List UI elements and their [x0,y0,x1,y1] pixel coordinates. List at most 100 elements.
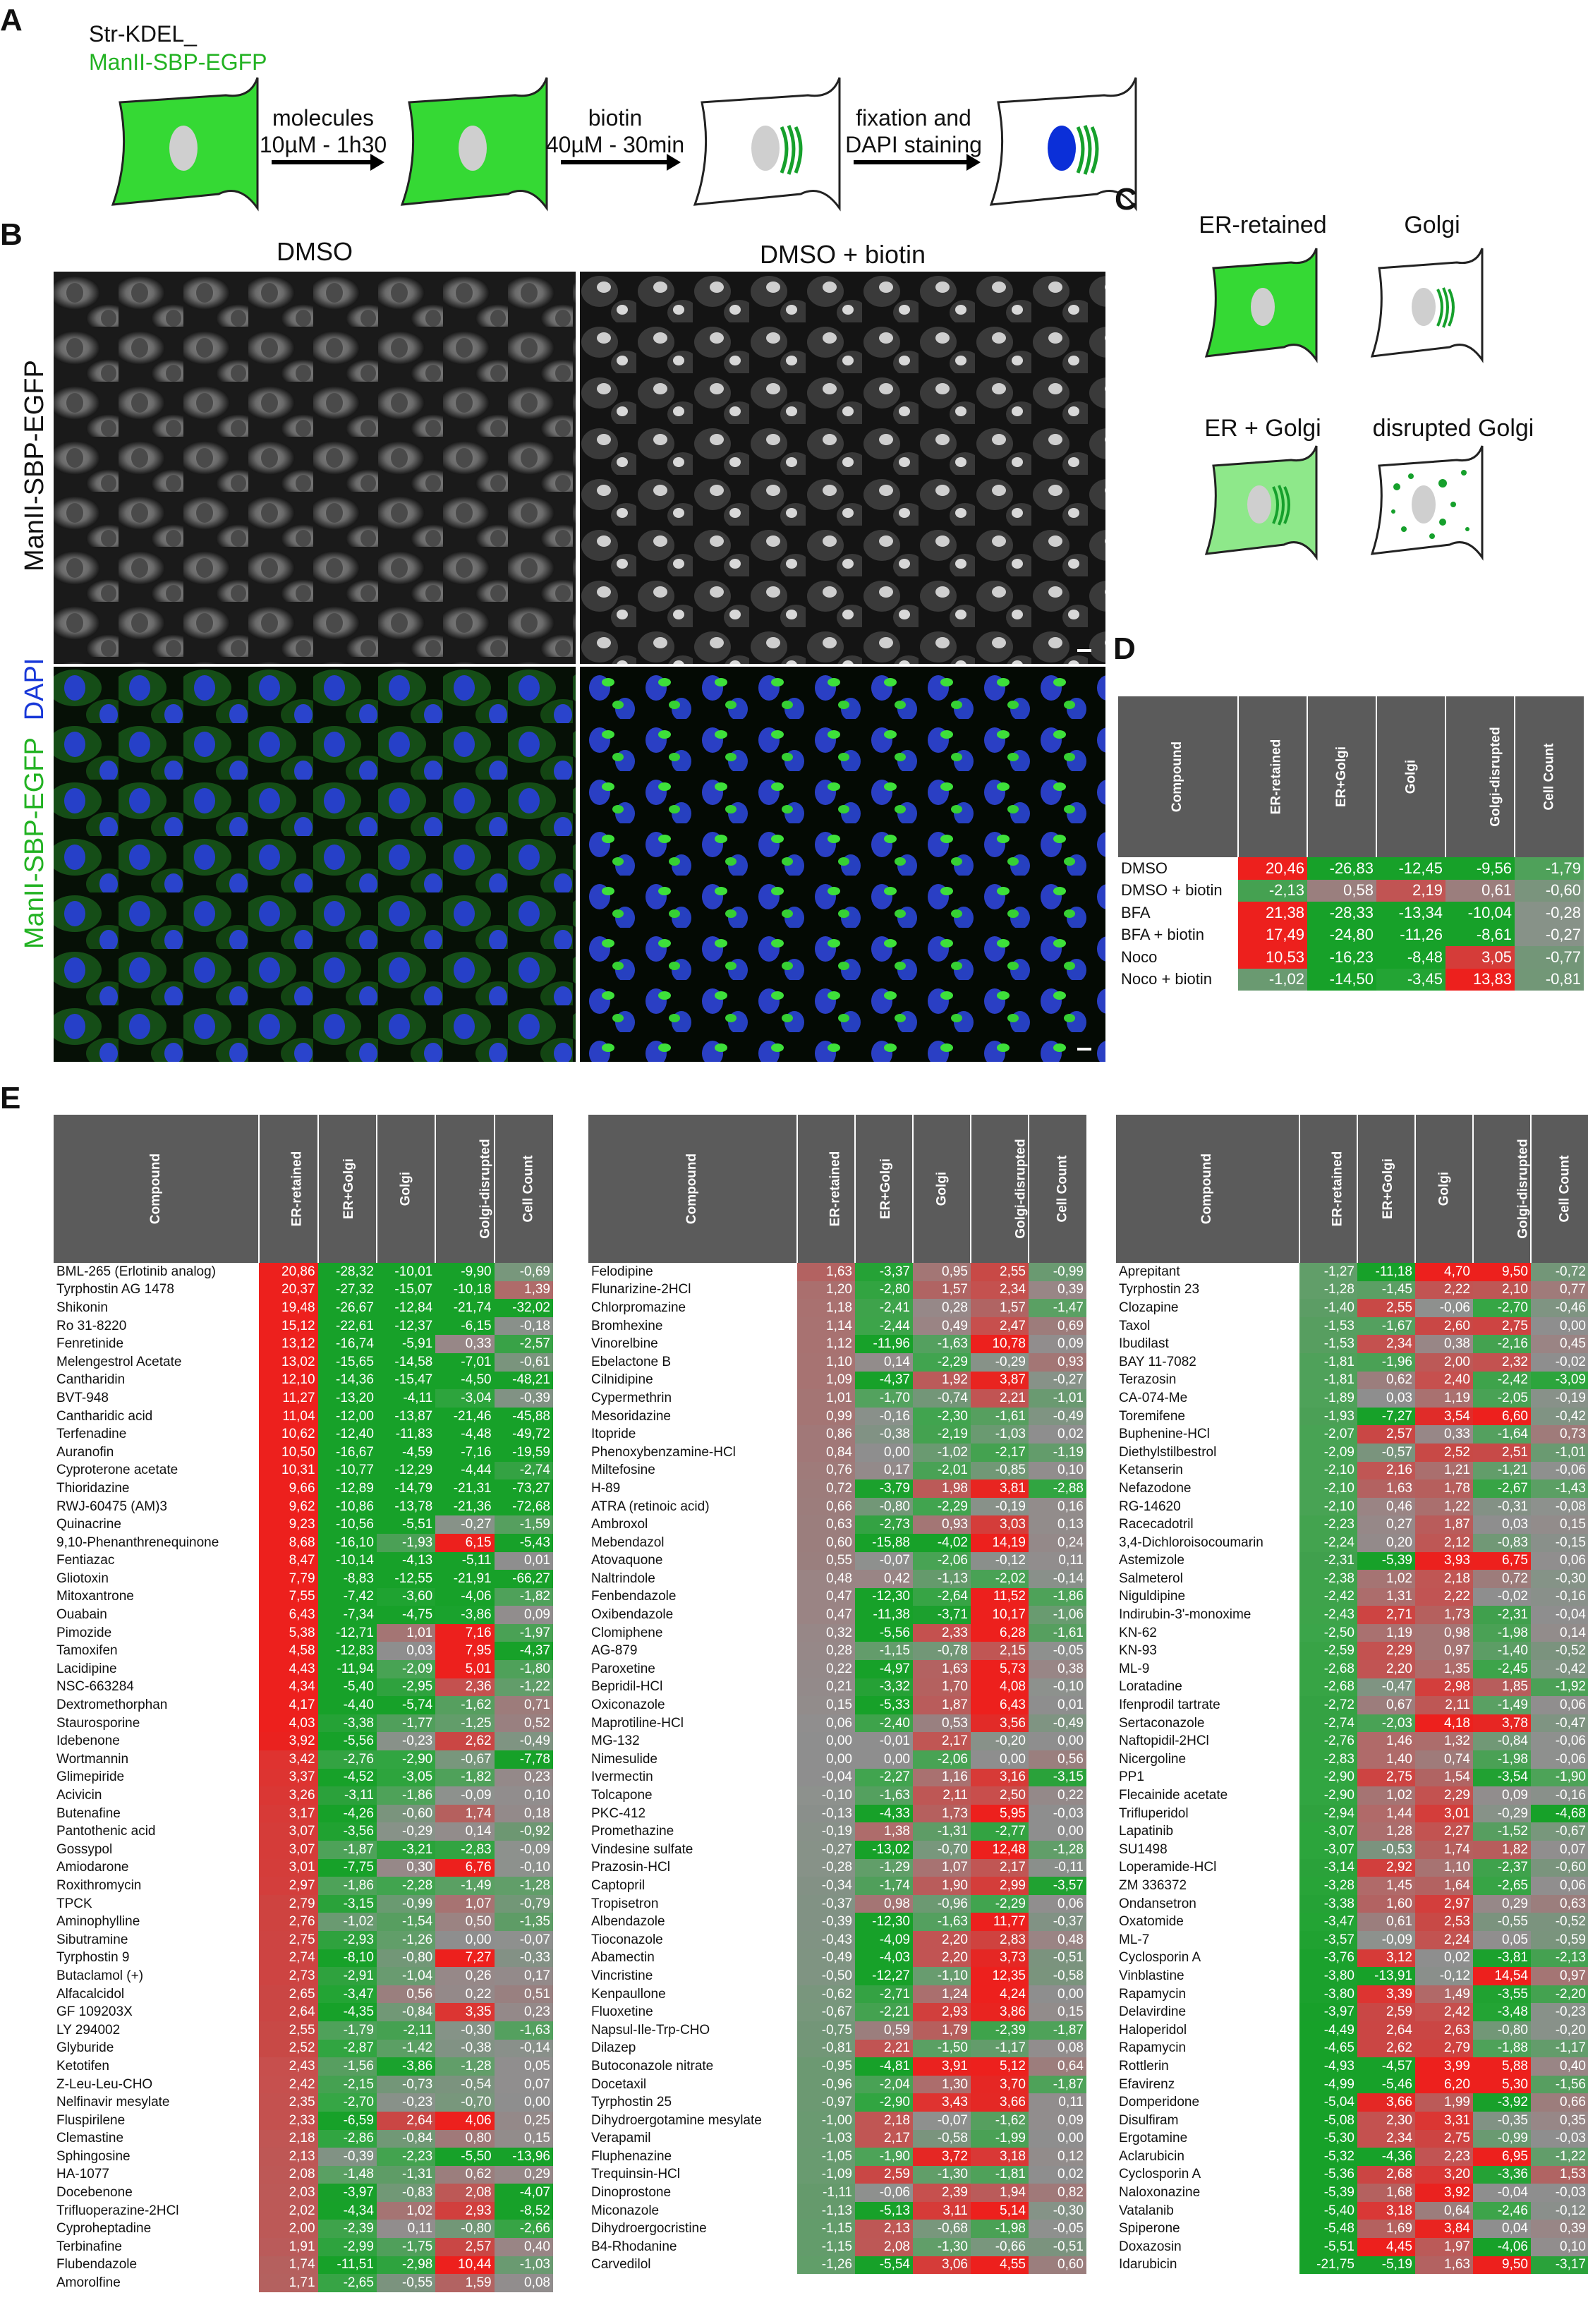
heatmap-cell: 3,70 [971,2075,1029,2094]
heatmap-cell: 0,09 [1029,1335,1086,1353]
table-row: Lapatinib -3,07 1,28 2,27 -1,52 -0,67 [1116,1822,1588,1841]
heatmap-cell: -2,41 [855,1299,913,1317]
table-row: Vinblastine -3,80 -13,91 -0,12 14,54 0,97 [1116,1967,1588,1985]
heatmap-cell: -2,29 [971,1894,1029,1913]
heatmap-cell: -13,02 [855,1841,913,1859]
heatmap-cell: 0,99 [797,1407,855,1426]
heatmap-cell: -0,34 [797,1877,855,1895]
table-row: Ifenprodil tartrate -2,72 0,67 2,11 -1,49 0,0… [1116,1696,1588,1714]
heatmap-cell: -7,34 [317,1606,377,1624]
compound-name: Loratadine [1119,1679,1182,1695]
heatmap-cell: 4,17 [259,1696,318,1714]
heatmap-cell: -1,70 [855,1389,913,1408]
compound-name: Wortmannin [56,1751,129,1767]
heatmap-cell: 0,06 [797,1714,855,1733]
heatmap-cell: 1,82 [1473,1841,1531,1859]
heatmap-cell: -0,05 [1029,2220,1086,2239]
heatmap-cell: -21,74 [435,1299,495,1317]
table-row: Vindesine sulfate -0,27 -13,02 -0,70 12,48 -1… [588,1841,1086,1859]
heatmap-cell: 1,92 [913,1371,971,1390]
heatmap-cell: -1,97 [494,1623,553,1642]
heatmap-cell: 1,71 [259,2274,318,2292]
table-e1-header-4: Golgi-disrupted [435,1115,495,1263]
heatmap-cell: 0,38 [1029,1660,1086,1678]
heatmap-cell: 2,12 [1415,1533,1473,1552]
table-row: Wortmannin 3,42 -2,76 -2,90 -0,67 -7,78 [54,1750,553,1769]
heatmap-cell: -1,49 [435,1877,495,1895]
heatmap-cell: -1,74 [855,1877,913,1895]
heatmap-cell: 2,93 [913,2003,971,2021]
heatmap-cell: 0,15 [797,1696,855,1714]
heatmap-cell: -2,57 [494,1335,553,1353]
heatmap-cell: 1,21 [1415,1461,1473,1480]
table-e1-header-label: Compound [148,1153,164,1225]
table-row: Chlorpromazine 1,18 -2,41 0,28 1,57 -1,47 [588,1299,1086,1317]
heatmap-cell: 2,97 [1415,1894,1473,1913]
table-row: HA-1077 2,08 -1,48 -1,31 0,62 0,29 [54,2165,553,2184]
heatmap-cell: 2,16 [1357,1461,1415,1480]
heatmap-cell: -6,15 [435,1317,495,1336]
micrograph-dmso-merge [54,667,576,1062]
heatmap-cell: -0,58 [913,2129,971,2148]
compound-name: ZM 336372 [1119,1877,1187,1893]
heatmap-cell: 0,02 [1415,1949,1473,1968]
heatmap-cell: -1,86 [376,1786,436,1805]
heatmap-cell: -3,86 [376,2057,436,2076]
compound-name: Ouabain [56,1607,107,1623]
heatmap-cell: -1,17 [1531,2039,1588,2058]
heatmap-cell: -1,81 [1299,1371,1357,1390]
heatmap-cell: 2,99 [971,1877,1029,1895]
compound-name: Nelfinavir mesylate [56,2095,170,2110]
heatmap-cell: -2,99 [317,2238,377,2256]
heatmap-cell: -1,56 [1531,2075,1588,2094]
table-row: Racecadotril -2,23 0,27 1,87 0,03 0,15 [1116,1515,1588,1534]
heatmap-cell: -66,27 [494,1570,553,1588]
heatmap-cell: 2,22 [1415,1281,1473,1300]
row-label-merge: ManII-SBP-EGFP DAPI [20,658,50,949]
heatmap-cell: -0,42 [1531,1407,1588,1426]
compound-name: Butenafine [56,1805,121,1821]
compound-name: Roxithromycin [56,1877,142,1893]
heatmap-cell: -0,99 [1473,2129,1531,2148]
heatmap-cell: 0,62 [1357,1371,1415,1390]
heatmap-cell: -12,84 [376,1299,436,1317]
heatmap-cell: -0,33 [494,1949,553,1968]
heatmap-cell: 6,20 [1415,2075,1473,2094]
heatmap-cell: -2,07 [1299,1425,1357,1444]
compound-name: Amiodarone [56,1860,129,1875]
table-row: Miconazole -1,13 -5,13 3,11 5,14 -0,30 [588,2201,1086,2220]
heatmap-cell: -2,28 [376,1877,436,1895]
compound-name: Fentiazac [56,1553,115,1568]
table-row: Gliotoxin 7,79 -8,83 -12,55 -21,91 -66,27 [54,1570,553,1588]
heatmap-cell: -3,07 [1299,1822,1357,1841]
heatmap-cell: -0,39 [797,1913,855,1931]
table-row: Maprotiline-HCl 0,06 -2,40 0,53 3,56 -0,49 [588,1714,1086,1733]
table-e3-header-label: ER-retained [1330,1151,1345,1227]
heatmap-cell: -0,96 [913,1894,971,1913]
heatmap-cell: -1,11 [797,2184,855,2202]
heatmap-cell: -4,02 [913,1533,971,1552]
heatmap-cell: -3,60 [376,1587,436,1606]
heatmap-cell: 0,06 [1531,1877,1588,1895]
compound-name: Vatalanib [1119,2203,1174,2218]
heatmap-cell: 2,43 [259,2057,318,2076]
compound-name: Pimozide [56,1625,112,1640]
table-row: Dinoprostone -1,11 -0,06 2,39 1,94 0,82 [588,2184,1086,2202]
heatmap-cell: 1,87 [1415,1515,1473,1534]
heatmap-cell: 14,19 [971,1533,1029,1552]
heatmap-cell: -4,06 [1473,2238,1531,2256]
heatmap-cell: 0,48 [797,1570,855,1588]
heatmap-cell: -3,57 [1299,1930,1357,1949]
heatmap-cell: 1,19 [1415,1389,1473,1408]
table-row: Domperidone -5,04 3,66 1,99 -3,92 0,66 [1116,2093,1588,2112]
heatmap-cell: -1,15 [855,1642,913,1661]
compound-name: Clozapine [1119,1300,1179,1315]
heatmap-cell: -0,14 [494,2039,553,2058]
heatmap-cell: 3,20 [1415,2165,1473,2184]
micrograph-dmso-gfp [54,272,576,664]
heatmap-cell: 0,46 [1357,1497,1415,1516]
heatmap-cell: 0,55 [797,1551,855,1570]
heatmap-cell: -3,45 [1376,968,1445,991]
heatmap-cell: -0,39 [494,1389,553,1408]
table-row: Tyrphostin AG 1478 20,37 -27,32 -15,07 -10,1… [54,1281,553,1300]
